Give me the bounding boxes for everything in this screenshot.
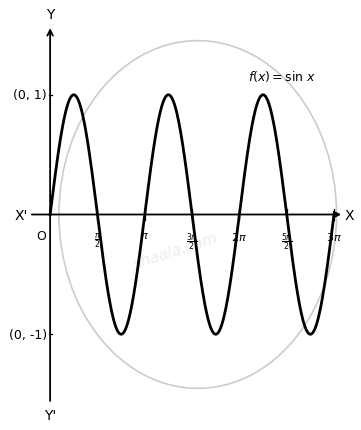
Text: $\frac{\pi}{2}$: $\frac{\pi}{2}$ [94,230,101,249]
Text: X: X [344,208,354,222]
Text: (0, -1): (0, -1) [9,328,47,341]
Text: X': X' [14,208,27,222]
Text: O: O [36,229,47,243]
Text: $\pi$: $\pi$ [140,230,149,240]
Text: $\frac{5\pi}{2}$: $\frac{5\pi}{2}$ [281,230,292,252]
Text: $\frac{3\pi}{2}$: $\frac{3\pi}{2}$ [186,230,198,252]
Text: shaala.com: shaala.com [132,230,219,271]
Text: (0, 1): (0, 1) [13,89,47,102]
Text: $3\pi$: $3\pi$ [326,230,342,243]
Text: Y': Y' [44,408,56,423]
Text: $f(x) = \sin\,x$: $f(x) = \sin\,x$ [248,69,317,83]
Text: $2\pi$: $2\pi$ [231,230,247,243]
Text: Y: Y [46,7,54,22]
